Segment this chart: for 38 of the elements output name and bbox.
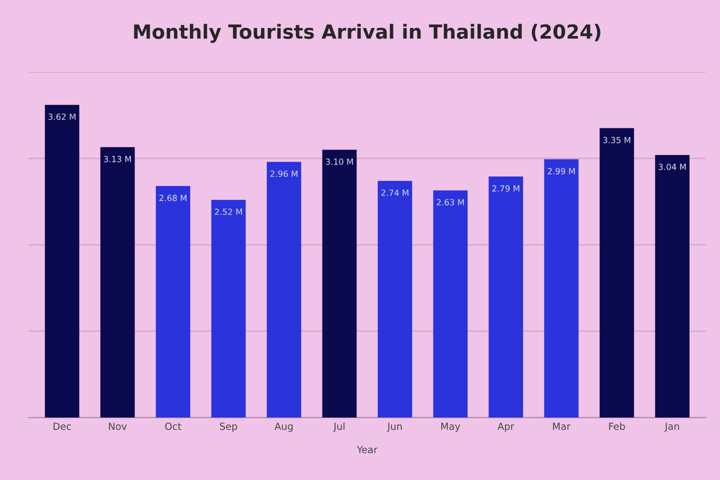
- bar: [156, 186, 190, 418]
- bar: [655, 154, 690, 418]
- x-axis-title: Year: [356, 446, 378, 454]
- bar: [488, 176, 524, 418]
- data-label: 3.10 M: [326, 158, 353, 165]
- x-tick-label: Sep: [220, 422, 238, 432]
- data-label: 3.35 M: [603, 136, 630, 144]
- x-tick-label: Jul: [333, 422, 344, 432]
- data-label: 3.62 M: [48, 114, 76, 120]
- bar: [100, 147, 135, 418]
- bar: [600, 128, 634, 418]
- bar: [322, 150, 357, 418]
- bar: [544, 159, 579, 418]
- data-label: 2.52 M: [214, 208, 242, 215]
- data-label: 3.13 M: [104, 156, 131, 162]
- x-tick-label: Apr: [498, 422, 514, 432]
- data-label: 3.04 M: [658, 164, 686, 170]
- data-label: 2.99 M: [548, 168, 575, 174]
- x-tick-label: Aug: [274, 422, 293, 432]
- x-tick-label: Nov: [109, 422, 127, 430]
- x-tick-label: Mar: [553, 422, 571, 430]
- data-label: 2.68 M: [159, 194, 186, 202]
- data-label: 2.96 M: [270, 170, 298, 177]
- data-label: 2.79 M: [492, 185, 520, 192]
- x-tick-label: Oct: [165, 422, 182, 430]
- bar: [266, 162, 302, 418]
- data-label: 2.74 M: [381, 190, 408, 196]
- x-tick-label: Jan: [664, 422, 679, 432]
- x-tick-label: Feb: [609, 422, 625, 430]
- x-tick-label: Dec: [54, 422, 71, 430]
- bar: [433, 190, 468, 418]
- data-label: 2.63 M: [436, 199, 464, 206]
- bar: [44, 104, 80, 418]
- x-tick-label: May: [441, 422, 460, 432]
- chart-title: Monthly Tourists Arrival in Thailand (2024): [134, 24, 600, 43]
- x-tick-label: Jun: [386, 422, 402, 432]
- bar: [211, 200, 246, 418]
- bar: [378, 180, 412, 418]
